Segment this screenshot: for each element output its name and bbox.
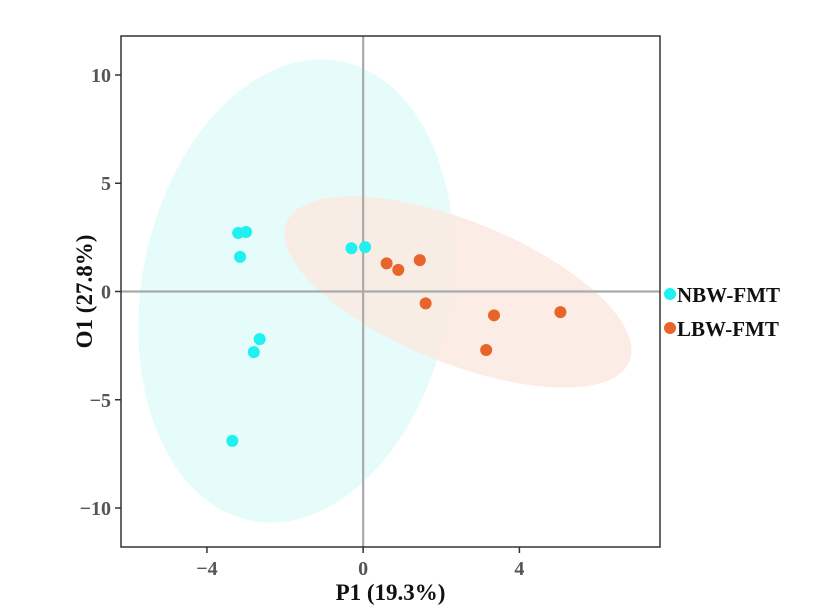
legend-label-lbw-fmt: LBW-FMT	[677, 317, 779, 341]
point-lbw-fmt	[488, 309, 501, 322]
point-nbw-fmt	[234, 250, 247, 263]
legend: NBW-FMT LBW-FMT	[664, 283, 780, 341]
zero-reference-lines	[121, 36, 660, 547]
x-tick-label: 0	[358, 558, 368, 580]
y-tick-label: −5	[90, 390, 111, 412]
point-nbw-fmt	[226, 434, 239, 447]
point-lbw-fmt	[480, 343, 493, 356]
legend-marker-lbw-fmt	[664, 322, 676, 334]
point-lbw-fmt	[380, 257, 393, 270]
y-tick-label: 10	[91, 65, 111, 87]
point-nbw-fmt	[239, 225, 252, 238]
point-nbw-fmt	[345, 242, 358, 255]
point-nbw-fmt	[359, 241, 372, 254]
point-lbw-fmt	[413, 254, 426, 267]
y-axis-title: O1 (27.8%)	[72, 235, 97, 349]
y-axis-ticks: 10 5 0 −5 −10	[80, 65, 121, 520]
data-points	[226, 225, 567, 447]
x-tick-label: −4	[196, 558, 217, 580]
point-nbw-fmt	[253, 333, 266, 346]
y-tick-label: 0	[101, 282, 111, 304]
x-axis-ticks: −4 0 4	[196, 547, 524, 580]
point-lbw-fmt	[554, 306, 567, 319]
point-lbw-fmt	[419, 297, 432, 310]
point-nbw-fmt	[247, 346, 260, 359]
point-lbw-fmt	[392, 263, 405, 276]
legend-label-nbw-fmt: NBW-FMT	[677, 283, 780, 307]
x-axis-title: P1 (19.3%)	[336, 580, 446, 605]
legend-marker-nbw-fmt	[664, 288, 676, 300]
x-tick-label: 4	[514, 558, 524, 580]
y-tick-label: −10	[80, 498, 111, 520]
y-tick-label: 5	[101, 173, 111, 195]
